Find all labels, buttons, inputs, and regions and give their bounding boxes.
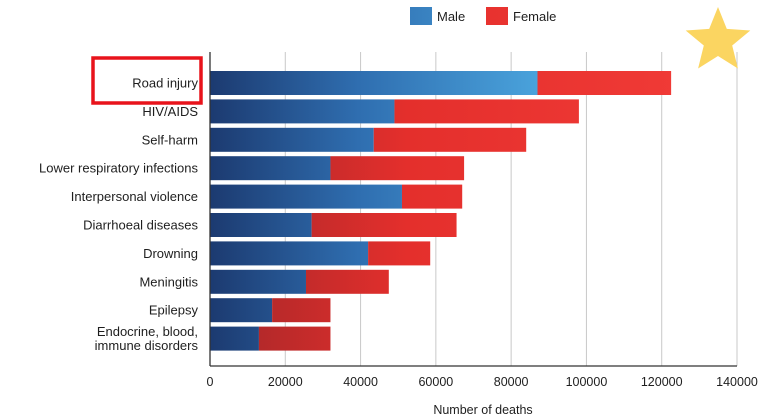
category-label: Meningitis xyxy=(139,274,198,289)
bar-male xyxy=(210,127,374,152)
legend-label-male: Male xyxy=(437,9,465,24)
x-tick-label: 80000 xyxy=(494,375,529,389)
legend-swatch-male xyxy=(410,7,432,25)
highlight-box xyxy=(91,56,203,105)
category-label: Drowning xyxy=(143,246,198,261)
x-tick-label: 140000 xyxy=(716,375,758,389)
bar-female xyxy=(311,213,457,237)
category-label: Road injury xyxy=(132,76,198,91)
x-tick-label: 100000 xyxy=(566,375,608,389)
category-labels: Road injury HIV/AIDS Self-harm Lower respir… xyxy=(39,76,198,354)
bar-male xyxy=(210,99,395,124)
bar-male xyxy=(210,269,306,294)
bar-female xyxy=(537,71,672,95)
x-tick-label: 120000 xyxy=(641,375,683,389)
x-tick-label: 60000 xyxy=(418,375,453,389)
bar-male xyxy=(210,213,312,237)
legend-label-female: Female xyxy=(513,9,556,24)
bars xyxy=(210,71,672,351)
bar-female xyxy=(258,326,331,351)
bar-female xyxy=(373,127,527,152)
bar-male xyxy=(210,71,538,95)
legend-swatch-female xyxy=(486,7,508,25)
bar-male xyxy=(210,184,402,209)
axes xyxy=(209,52,737,367)
category-label: Diarrhoeal diseases xyxy=(83,218,198,233)
category-label: Self-harm xyxy=(142,132,198,147)
bar-male xyxy=(210,241,369,266)
x-tick-label: 20000 xyxy=(268,375,303,389)
bar-female xyxy=(394,99,579,124)
bar-female xyxy=(401,184,463,209)
star-icon xyxy=(685,7,751,69)
category-label: Lower respiratory infections xyxy=(39,161,198,176)
bar-male xyxy=(210,298,273,323)
bar-female xyxy=(330,156,465,181)
x-axis-title: Number of deaths xyxy=(433,403,532,417)
bar-female xyxy=(368,241,431,266)
x-tick-labels: 0 20000 40000 60000 80000 100000 120000 140000 xyxy=(207,375,758,389)
x-tick-label: 40000 xyxy=(343,375,378,389)
category-label: Interpersonal violence xyxy=(71,189,198,204)
bar-female xyxy=(272,298,331,323)
bar-female xyxy=(305,269,389,294)
gridlines xyxy=(284,52,738,366)
category-label: Endocrine, blood, immune disorders xyxy=(95,324,199,353)
category-label: HIV/AIDS xyxy=(142,104,198,119)
category-label: Epilepsy xyxy=(149,303,199,318)
bar-male xyxy=(210,156,331,181)
x-tick-label: 0 xyxy=(207,375,214,389)
bar-male xyxy=(210,326,259,351)
legend: Male Female xyxy=(410,7,556,25)
